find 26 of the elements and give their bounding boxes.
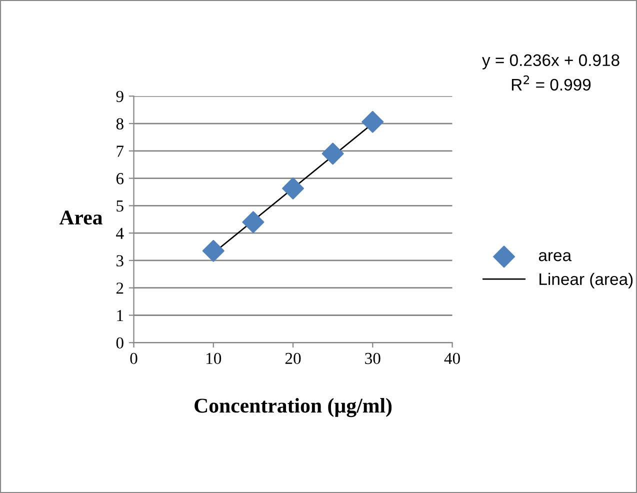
- text: y = 0.236x + 0.918: [482, 54, 620, 70]
- point: [282, 177, 304, 200]
- y-tick-label: 0: [116, 337, 124, 349]
- y-tick-label: 6: [116, 173, 124, 184]
- y-tick-label: 9: [116, 90, 124, 102]
- x-tick-label: 40: [444, 352, 460, 364]
- x-axis-title: Concentration (µg/ml): [194, 398, 392, 418]
- x-tick-label: 30: [365, 352, 380, 364]
- point: [242, 211, 264, 234]
- point: [362, 110, 384, 133]
- x-tick-label: 20: [285, 352, 301, 364]
- point: [202, 240, 224, 262]
- y-tick-label: 8: [116, 118, 124, 130]
- text: R$^{2}$ = 0.999: [512, 75, 591, 91]
- y-tick-label: 5: [116, 200, 124, 212]
- x-tick-label: 10: [206, 352, 222, 364]
- y-tick-label: 4: [116, 228, 124, 239]
- y-tick-label: 1: [117, 310, 124, 322]
- y-tick-label: 2: [116, 282, 124, 294]
- x-tick-label: 0: [130, 352, 138, 364]
- y-axis-title: Area: [59, 210, 102, 225]
- point: [322, 142, 344, 165]
- legend-label: area: [538, 252, 572, 262]
- y-tick-label: 7: [116, 146, 124, 157]
- legend-label: Linear (area): [540, 272, 633, 288]
- y-tick-label: 3: [116, 255, 124, 266]
